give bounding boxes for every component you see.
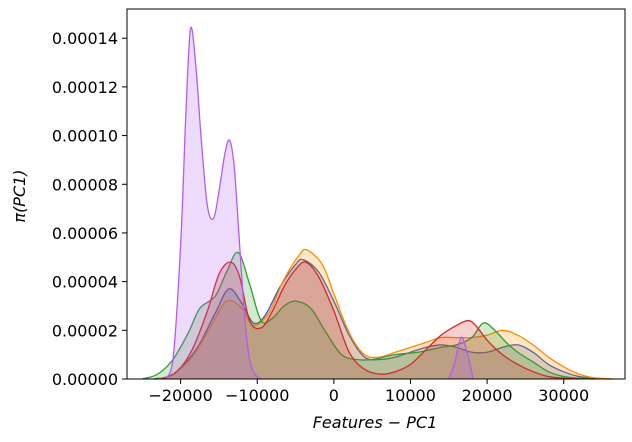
y-tick-label: 0.00012	[52, 78, 118, 97]
series-3-line-0	[161, 261, 580, 380]
series-1-line-0	[157, 248, 614, 380]
y-tick-label: 0.00008	[52, 175, 118, 194]
series-0-line-0	[153, 258, 610, 380]
series-1-area-0	[157, 249, 614, 379]
y-tick-label: 0.00010	[52, 127, 118, 146]
y-tick-label: 0.00006	[52, 224, 118, 243]
x-tick-label: −10000	[225, 386, 289, 405]
series-2-area-0	[142, 252, 595, 379]
x-tick-label: 30000	[538, 386, 589, 405]
y-tick-label: 0.00014	[52, 29, 118, 48]
x-tick-label: 20000	[462, 386, 513, 405]
series-layer	[142, 26, 614, 380]
series-4-area-0	[165, 27, 262, 380]
y-tick-label: 0.00004	[52, 273, 118, 292]
x-axis-label: Features − PC1	[313, 413, 438, 432]
x-tick-label: 10000	[385, 386, 436, 405]
y-tick-label: 0.00000	[52, 370, 118, 389]
series-4-area-1	[448, 337, 474, 379]
axes-layer: −20000 −10000 0 10000 20000 30000 0.00000 0.000…	[52, 8, 626, 405]
y-tick-label: 0.00002	[52, 321, 118, 340]
y-axis-label: π(PC1)	[10, 169, 29, 222]
plot-frame	[126, 8, 626, 380]
series-4-line-1	[448, 336, 474, 380]
series-0-area-0	[153, 259, 610, 379]
series-4-line-0	[164, 26, 262, 380]
x-tick-label: −20000	[148, 386, 212, 405]
x-tick-label: 0	[329, 386, 339, 405]
series-3-area-0	[161, 261, 580, 379]
series-2-line-0	[142, 251, 595, 380]
